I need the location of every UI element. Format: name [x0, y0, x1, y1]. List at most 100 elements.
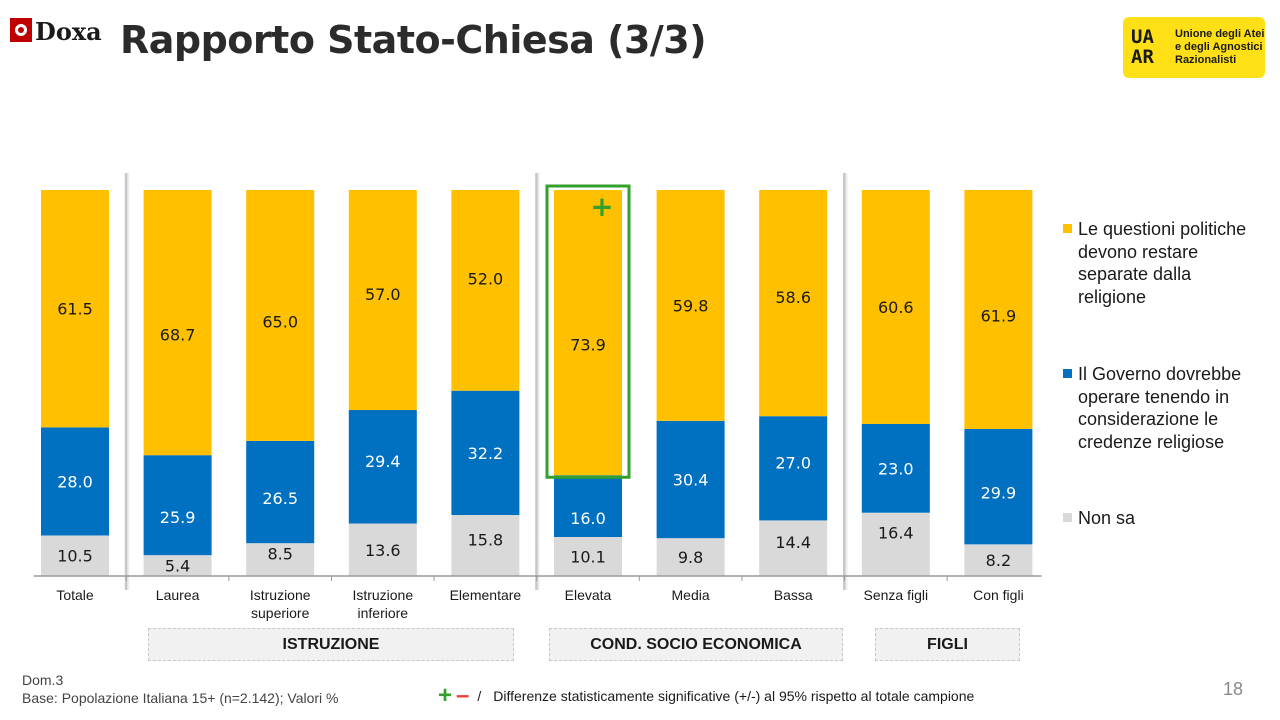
x-tick-laurea: Laurea — [156, 587, 200, 603]
bar-con-figli-le-questioni-politiche-d — [964, 190, 1033, 429]
data-label-elementare-2: 52.0 — [468, 269, 504, 288]
significance-text: Differenze statisticamente significative… — [493, 688, 975, 704]
legend-swatch — [1063, 369, 1072, 378]
data-label-elevata-1: 16.0 — [570, 509, 606, 528]
data-label-elementare-0: 15.8 — [468, 531, 504, 550]
uaar-line-1: Unione degli Atei — [1175, 28, 1265, 40]
legend-label: Le questioni politiche devono restare se… — [1078, 219, 1247, 307]
bar-senza-figli-non-sa — [861, 512, 930, 576]
bar-elementare-non-sa — [451, 515, 520, 576]
data-label-media-2: 59.8 — [673, 296, 709, 315]
data-label-istruzione-superiore-0: 8.5 — [267, 545, 292, 564]
legend-item-il-governo-dovrebbe-oper: Il Governo dovrebbe operare tenendo in c… — [1063, 363, 1263, 478]
bar-istruzione-superiore-il-governo-dovrebbe-oper — [246, 440, 315, 544]
legend-label: Il Governo dovrebbe operare tenendo in c… — [1078, 364, 1242, 452]
data-label-media-0: 9.8 — [678, 548, 703, 567]
bar-istruzione-inferiore-non-sa — [348, 523, 417, 576]
page-number: 18 — [1223, 679, 1244, 699]
bar-bassa-il-governo-dovrebbe-oper — [759, 416, 828, 521]
legend-item-non-sa: Non sa — [1063, 507, 1263, 532]
svg-text:Doxa: Doxa — [35, 17, 102, 46]
bar-totale-le-questioni-politiche-d — [41, 190, 109, 428]
bar-laurea-il-governo-dovrebbe-oper — [143, 455, 212, 556]
legend-label: Non sa — [1078, 508, 1136, 528]
data-label-elevata-2: 73.9 — [570, 336, 606, 355]
data-label-senza-figli-2: 60.6 — [878, 298, 914, 317]
data-label-totale-2: 61.5 — [57, 300, 93, 319]
data-label-totale-1: 28.0 — [57, 472, 93, 491]
x-tick-con-figli: Con figli — [973, 587, 1024, 603]
bar-elevata-il-governo-dovrebbe-oper — [554, 475, 622, 538]
data-label-istruzione-inferiore-1: 29.4 — [365, 452, 401, 471]
x-tick-senza-figli: Senza figli — [864, 587, 929, 603]
group-istruzione: ISTRUZIONE — [148, 628, 514, 661]
bar-istruzione-superiore-le-questioni-politiche-d — [246, 190, 315, 441]
bar-istruzione-inferiore-le-questioni-politiche-d — [348, 190, 417, 411]
significance-highlight-box — [545, 184, 631, 479]
bar-senza-figli-il-governo-dovrebbe-oper — [861, 423, 930, 513]
bar-senza-figli-le-questioni-politiche-d — [861, 190, 930, 424]
data-label-con-figli-1: 29.9 — [981, 484, 1017, 503]
uaar-logo-text: Unione degli Atei e degli Agnostici Razi… — [1175, 28, 1264, 67]
bar-istruzione-inferiore-il-governo-dovrebbe-oper — [348, 410, 417, 524]
x-tick-elevata: Elevata — [565, 587, 612, 603]
bar-laurea-le-questioni-politiche-d — [143, 190, 212, 456]
bar-elevata-non-sa — [554, 537, 622, 576]
bar-elementare-il-governo-dovrebbe-oper — [451, 390, 520, 516]
data-label-bassa-0: 14.4 — [775, 533, 811, 552]
bar-media-non-sa — [656, 538, 725, 576]
data-label-con-figli-0: 8.2 — [986, 551, 1011, 570]
uaar-monogram: UA AR — [1131, 26, 1154, 68]
bar-totale-non-sa — [41, 535, 109, 576]
x-tick-istruzione-superiore: Istruzione — [250, 587, 311, 603]
legend-item-le-questioni-politiche-d: Le questioni politiche devono restare se… — [1063, 218, 1263, 313]
data-label-senza-figli-1: 23.0 — [878, 459, 914, 478]
plus-sign-icon: + — [438, 682, 453, 709]
bar-media-il-governo-dovrebbe-oper — [656, 420, 725, 539]
data-label-senza-figli-0: 16.4 — [878, 523, 914, 542]
data-label-istruzione-superiore-2: 65.0 — [262, 312, 298, 331]
data-label-elevata-0: 10.1 — [570, 548, 606, 567]
minus-sign-icon: – — [456, 682, 470, 709]
sample-base-note: Base: Popolazione Italiana 15+ (n=2.142)… — [22, 690, 339, 706]
x-tick-elementare: Elementare — [450, 587, 522, 603]
data-label-elementare-1: 32.2 — [468, 444, 504, 463]
data-label-media-1: 30.4 — [673, 471, 709, 490]
legend-swatch — [1063, 513, 1072, 522]
data-label-con-figli-2: 61.9 — [981, 306, 1017, 325]
bar-bassa-non-sa — [759, 520, 828, 576]
group-figli: FIGLI — [875, 628, 1020, 661]
x-tick-istruzione-inferiore-line2: inferiore — [358, 605, 409, 621]
doxa-logo: Doxa — [10, 17, 102, 46]
data-label-istruzione-inferiore-2: 57.0 — [365, 285, 401, 304]
data-label-laurea-0: 5.4 — [165, 557, 190, 576]
x-tick-istruzione-superiore-line2: superiore — [251, 605, 310, 621]
data-label-istruzione-inferiore-0: 13.6 — [365, 541, 401, 560]
bar-bassa-le-questioni-politiche-d — [759, 190, 828, 417]
bar-istruzione-superiore-non-sa — [246, 543, 315, 576]
data-label-totale-0: 10.5 — [57, 547, 93, 566]
significance-plus-icon: + — [590, 190, 613, 223]
bar-laurea-non-sa — [143, 555, 212, 576]
bar-elevata-le-questioni-politiche-d — [554, 190, 622, 476]
x-tick-bassa: Bassa — [774, 587, 813, 603]
data-label-laurea-1: 25.9 — [160, 508, 196, 527]
data-label-istruzione-superiore-1: 26.5 — [262, 489, 298, 508]
data-label-bassa-2: 58.6 — [775, 288, 811, 307]
data-label-bassa-1: 27.0 — [775, 453, 811, 472]
x-tick-istruzione-inferiore: Istruzione — [352, 587, 413, 603]
bar-totale-il-governo-dovrebbe-oper — [41, 427, 109, 536]
legend-swatch — [1063, 224, 1072, 233]
bar-con-figli-il-governo-dovrebbe-oper — [964, 428, 1033, 545]
uaar-line-2: e degli Agnostici — [1175, 41, 1263, 53]
uaar-line-3: Razionalisti — [1175, 54, 1237, 66]
slash-separator: / — [477, 688, 482, 704]
bar-elementare-le-questioni-politiche-d — [451, 190, 520, 391]
bar-con-figli-non-sa — [964, 544, 1033, 576]
significance-note: + – / Differenze statisticamente signifi… — [438, 682, 975, 709]
question-reference: Dom.3 — [22, 672, 64, 688]
data-label-laurea-2: 68.7 — [160, 326, 196, 345]
x-tick-media: Media — [672, 587, 710, 603]
group-cond-socio-economica: COND. SOCIO ECONOMICA — [549, 628, 843, 661]
